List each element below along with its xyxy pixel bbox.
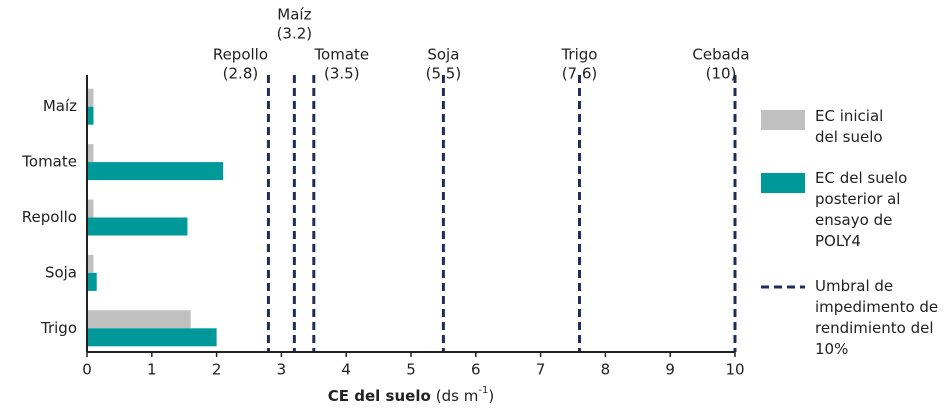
bar xyxy=(87,217,188,236)
bar xyxy=(87,199,94,218)
threshold-label: Soja xyxy=(427,46,459,64)
threshold-label: Tomate xyxy=(313,46,369,64)
y-tick-label: Tomate xyxy=(21,153,77,171)
threshold-value-label: (5.5) xyxy=(426,65,462,83)
threshold-label: Trigo xyxy=(560,46,597,64)
y-tick-label: Soja xyxy=(45,263,77,281)
threshold-label: Maíz xyxy=(277,6,311,24)
legend-label: Umbral de impedimento de rendimiento del… xyxy=(815,277,939,358)
threshold-value-label: (3.2) xyxy=(277,25,313,43)
bar xyxy=(87,328,217,347)
x-tick-label: 6 xyxy=(471,361,481,379)
x-tick-label: 2 xyxy=(212,361,222,379)
x-tick-label: 1 xyxy=(147,361,157,379)
x-tick-label: 5 xyxy=(406,361,416,379)
y-tick-label: Trigo xyxy=(40,319,77,337)
legend-swatch xyxy=(761,173,805,193)
x-label-sup: -1 xyxy=(478,385,488,396)
threshold-value-label: (3.5) xyxy=(324,65,360,83)
legend-label: EC del suelo posterior al ensayo de POLY… xyxy=(815,169,908,250)
x-label-bold: CE del suelo xyxy=(328,387,431,405)
x-tick-label: 0 xyxy=(82,361,92,379)
x-axis-label: CE del suelo (ds m-1) xyxy=(328,385,494,405)
x-tick-label: 9 xyxy=(665,361,675,379)
x-tick-label: 10 xyxy=(725,361,744,379)
legend-label: EC inicial del suelo xyxy=(815,107,884,146)
legend-swatch xyxy=(761,110,805,130)
bar xyxy=(87,106,94,125)
x-tick-label: 4 xyxy=(341,361,351,379)
threshold-value-label: (2.8) xyxy=(223,65,259,83)
threshold-label: Cebada xyxy=(692,46,749,64)
x-tick-label: 3 xyxy=(277,361,287,379)
y-tick-label: Maíz xyxy=(43,97,77,115)
bar xyxy=(87,310,191,329)
bar xyxy=(87,254,94,273)
x-label-close: ) xyxy=(488,387,494,405)
bar xyxy=(87,144,94,163)
bar xyxy=(87,162,224,181)
threshold-value-label: (7.6) xyxy=(562,65,598,83)
threshold-label: Repollo xyxy=(213,46,268,64)
x-label-unit: (ds m xyxy=(436,387,479,405)
bar xyxy=(87,272,97,291)
threshold-value-label: (10) xyxy=(706,65,737,83)
x-tick-label: 8 xyxy=(601,361,611,379)
y-tick-label: Repollo xyxy=(22,208,77,226)
x-tick-label: 7 xyxy=(536,361,546,379)
bar xyxy=(87,88,94,107)
